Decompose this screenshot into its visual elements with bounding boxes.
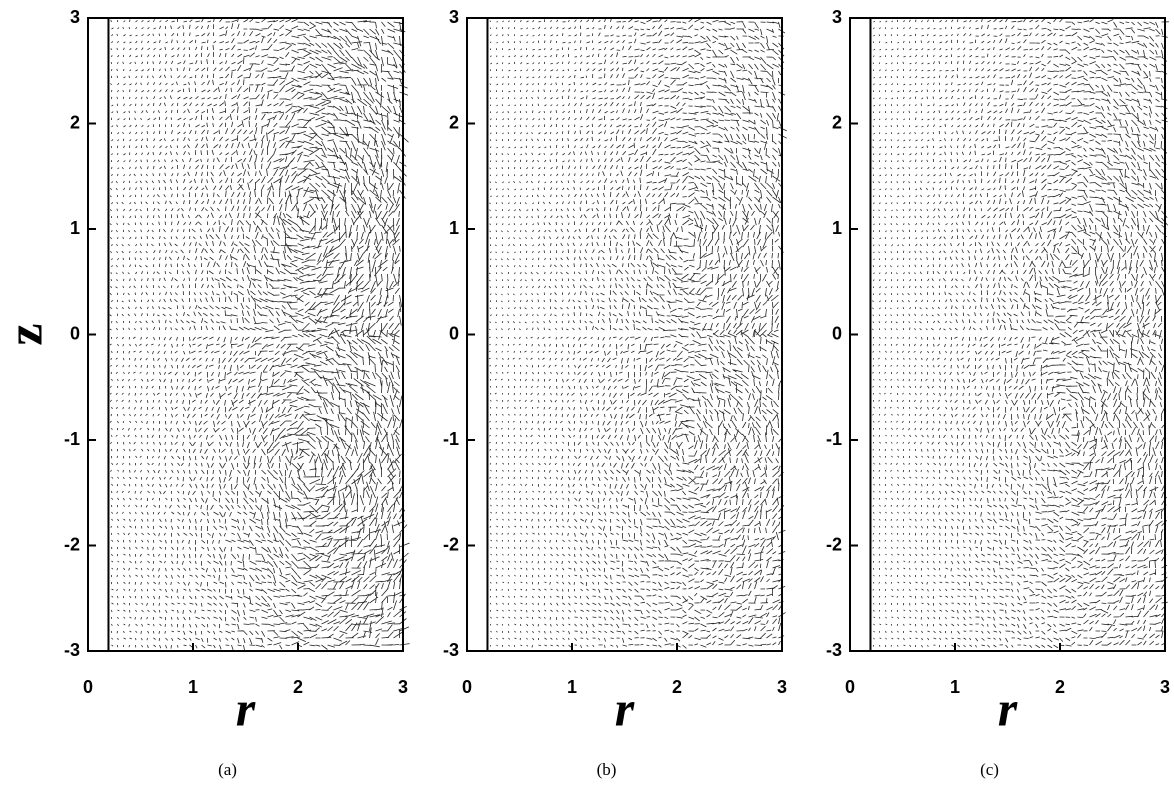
y-tick-label: 0 xyxy=(449,323,459,343)
y-tick-label: 3 xyxy=(70,7,80,27)
y-tick-label: 1 xyxy=(832,218,842,238)
y-tick-label: 0 xyxy=(70,323,80,343)
y-tick-label: -2 xyxy=(826,534,842,554)
x-tick-label: 2 xyxy=(1055,677,1065,697)
x-tick-label: 3 xyxy=(777,677,787,697)
caption: (c) xyxy=(980,760,999,779)
y-tick-label: 3 xyxy=(832,7,842,27)
y-axis-label: z xyxy=(0,323,52,345)
vector-texture xyxy=(872,17,1169,649)
y-tick-label: 1 xyxy=(449,218,459,238)
y-tick-label: -2 xyxy=(64,534,80,554)
panel: -3 -2 -1 0 1 2 3 0 1 2 3 r (b) xyxy=(443,7,787,779)
x-axis-label: r xyxy=(615,680,635,736)
x-tick-label: 1 xyxy=(950,677,960,697)
y-tick-label: -3 xyxy=(64,640,80,660)
y-tick-label: 2 xyxy=(832,112,842,132)
y-tick-label: -1 xyxy=(64,429,80,449)
y-tick-label: -1 xyxy=(826,429,842,449)
y-tick-label: -2 xyxy=(443,534,459,554)
y-tick-label: -3 xyxy=(443,640,459,660)
x-tick-label: 0 xyxy=(83,677,93,697)
y-tick-label: 3 xyxy=(449,7,459,27)
y-tick-label: -1 xyxy=(443,429,459,449)
panel: -3 -2 -1 0 1 2 3 0 1 2 3 r z (a) xyxy=(0,7,410,779)
panel: -3 -2 -1 0 1 2 3 0 1 2 3 r (c) xyxy=(826,7,1170,779)
x-tick-label: 2 xyxy=(672,677,682,697)
x-tick-label: 3 xyxy=(1160,677,1170,697)
caption: (b) xyxy=(597,760,617,779)
y-tick-label: 1 xyxy=(70,218,80,238)
caption: (a) xyxy=(218,760,237,779)
x-axis-label: r xyxy=(998,680,1018,736)
x-tick-label: 3 xyxy=(398,677,408,697)
x-axis-label: r xyxy=(236,680,256,736)
y-tick-label: -3 xyxy=(826,640,842,660)
x-tick-label: 0 xyxy=(845,677,855,697)
vector-texture xyxy=(488,17,787,649)
vector-texture xyxy=(109,17,410,652)
y-tick-label: 2 xyxy=(449,112,459,132)
x-tick-label: 1 xyxy=(567,677,577,697)
y-tick-label: 2 xyxy=(70,112,80,132)
x-tick-label: 1 xyxy=(188,677,198,697)
x-tick-label: 0 xyxy=(462,677,472,697)
y-tick-label: 0 xyxy=(832,323,842,343)
x-tick-label: 2 xyxy=(293,677,303,697)
